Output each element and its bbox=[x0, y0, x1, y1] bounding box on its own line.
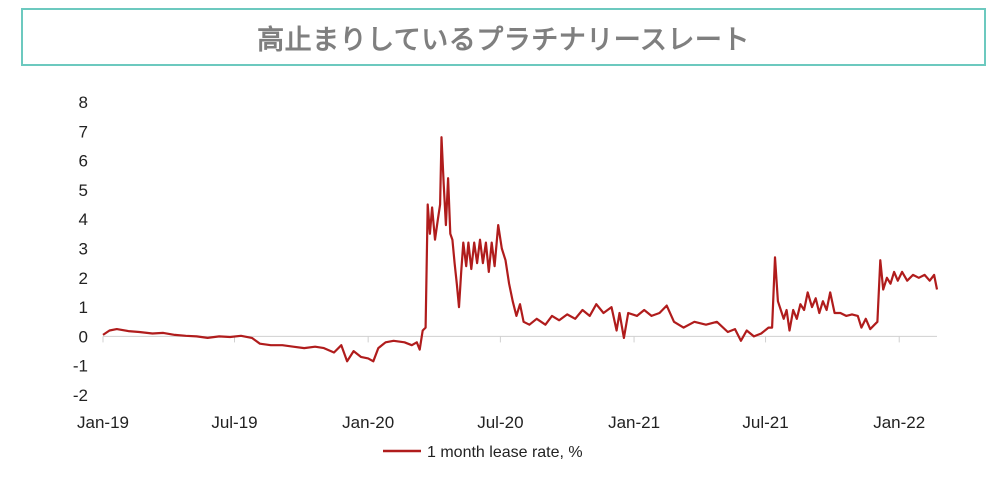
x-tick-label: Jul-19 bbox=[211, 413, 257, 432]
y-tick-label: 8 bbox=[79, 93, 88, 112]
x-tick-label: Jul-20 bbox=[477, 413, 523, 432]
y-tick-label: 4 bbox=[79, 210, 88, 229]
y-tick-label: -2 bbox=[73, 386, 88, 405]
y-tick-label: 0 bbox=[79, 327, 88, 346]
y-tick-label: 1 bbox=[79, 298, 88, 317]
chart-title: 高止まりしているプラチナリースレート bbox=[257, 24, 750, 56]
x-axis: Jan-19 Jul-19 Jan-20 Jul-20 Jan-21 Jul-21 Jan-… bbox=[77, 335, 937, 432]
y-axis: -2 -1 0 1 2 3 4 5 6 7 8 bbox=[73, 93, 88, 405]
x-tick-label: Jan-19 bbox=[77, 413, 129, 432]
series-layer bbox=[102, 136, 939, 363]
series-line bbox=[102, 136, 939, 363]
legend: 1 month lease rate, % bbox=[383, 444, 583, 461]
y-tick-label: 5 bbox=[79, 181, 88, 200]
x-tick-label: Jul-21 bbox=[742, 413, 788, 432]
chart-title-box: 高止まりしているプラチナリースレート bbox=[21, 8, 986, 66]
legend-label: 1 month lease rate, % bbox=[427, 444, 583, 461]
x-tick-label: Jan-20 bbox=[342, 413, 394, 432]
y-tick-label: 3 bbox=[79, 240, 88, 259]
y-tick-label: 2 bbox=[79, 269, 88, 288]
x-tick-label: Jan-21 bbox=[608, 413, 660, 432]
y-tick-label: 7 bbox=[79, 122, 88, 141]
x-tick-label: Jan-22 bbox=[873, 413, 925, 432]
y-tick-label: 6 bbox=[79, 152, 88, 171]
y-tick-label: -1 bbox=[73, 357, 88, 376]
